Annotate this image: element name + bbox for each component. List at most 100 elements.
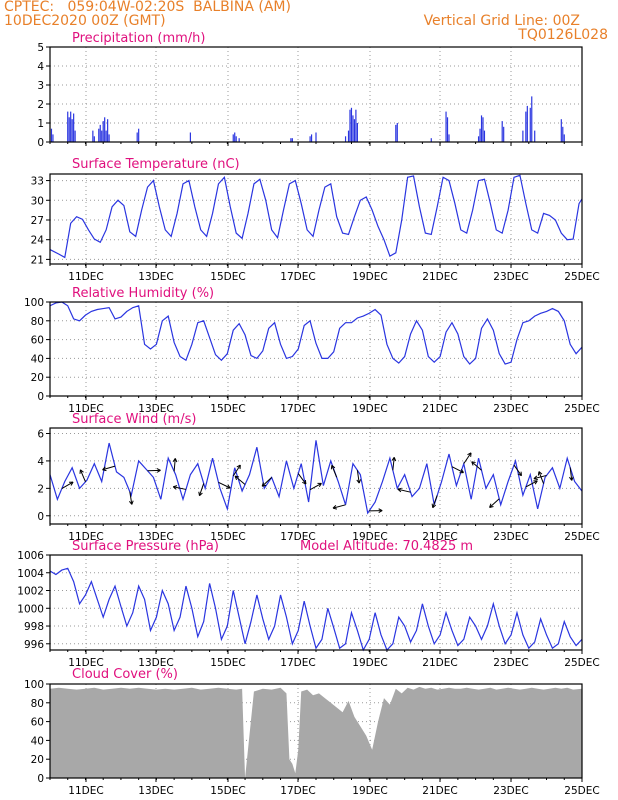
wind-arrow-head — [172, 458, 178, 463]
precip-bar — [67, 111, 69, 142]
wind-arrow-head — [102, 466, 107, 472]
precip-bar — [104, 117, 106, 142]
wind-arrow-head — [356, 479, 362, 484]
precip-bar — [531, 96, 533, 142]
panel-4: Surface Wind (m/s) 0 2 4 6 11DEC 13DEC 15DEC 17D… — [37, 412, 599, 543]
y-tick-label: 30 — [31, 195, 44, 207]
x-tick-label: 11DEC — [68, 657, 103, 669]
wind-arrow — [232, 464, 241, 477]
x-tick-label: 19DEC — [352, 657, 387, 669]
x-tick-label: 13DEC — [138, 531, 173, 543]
precip-bar — [395, 124, 397, 142]
wind-arrow — [451, 466, 464, 474]
wind-arrow-head — [302, 480, 307, 485]
x-tick-label: 19DEC — [352, 785, 387, 797]
x-tick-label: 11DEC — [68, 271, 103, 283]
wind-arrow — [525, 480, 538, 488]
wind-arrow-head — [537, 471, 543, 476]
y-tick-label: 27 — [31, 215, 44, 227]
precip-bar — [309, 136, 311, 142]
x-tick-label: 17DEC — [280, 403, 315, 415]
wind-arrow-head — [332, 505, 338, 510]
precip-bar — [74, 130, 76, 142]
wind-arrow — [102, 465, 116, 471]
precip-bar — [503, 126, 505, 142]
precip-bar — [350, 107, 353, 142]
x-tick-label: 13DEC — [138, 657, 173, 669]
wind-arrow — [513, 464, 522, 476]
precip-bar — [501, 121, 503, 142]
wind-arrow — [471, 461, 482, 471]
y-tick-label: 6 — [37, 428, 44, 440]
y-tick-label: 100 — [24, 679, 44, 691]
precip-bar — [138, 128, 140, 142]
precip-bar — [102, 121, 104, 142]
x-tick-label: 15DEC — [210, 271, 245, 283]
precip-bar — [232, 134, 234, 142]
x-tick-label: 13DEC — [138, 403, 173, 415]
y-tick-label: 20 — [31, 754, 44, 766]
x-tick-label: 17DEC — [280, 531, 315, 543]
wind-arrow-head — [330, 464, 336, 470]
wind-arrow-head — [234, 475, 240, 481]
wind-arrow — [397, 488, 411, 493]
y-tick-label: 33 — [31, 176, 44, 188]
wind-arrow — [173, 458, 176, 472]
precip-bar — [448, 134, 450, 142]
y-tick-label: 4 — [37, 456, 44, 468]
y-tick-label: 80 — [31, 316, 44, 328]
precip-bar — [522, 130, 524, 142]
precip-bar — [483, 130, 486, 142]
precip-bar — [310, 134, 313, 142]
precip-bar — [446, 117, 449, 142]
panel-title: Surface Pressure (hPa) — [72, 539, 219, 554]
wind-arrow — [234, 475, 246, 485]
panel-title: Cloud Cover (%) — [72, 667, 178, 682]
panel-6: Cloud Cover (%) 0 20 40 60 80 100 11DEC 13DEC 15D… — [24, 667, 600, 797]
precip-bar — [136, 132, 138, 142]
wind-arrow-head — [431, 503, 437, 509]
header-left-line2: 10DEC2020 00Z (GMT) — [4, 13, 166, 29]
precip-bar — [480, 115, 483, 142]
series-line — [49, 174, 583, 259]
series-line — [49, 301, 583, 365]
wind-arrow-head — [236, 464, 241, 470]
wind-arrow-head — [198, 491, 203, 497]
x-tick-label: 21DEC — [422, 657, 457, 669]
precip-bar — [73, 113, 75, 142]
y-tick-label: 60 — [31, 335, 44, 347]
y-tick-label: 0 — [37, 773, 44, 785]
wind-arrow — [129, 491, 133, 505]
wind-arrow-head — [533, 475, 538, 481]
x-tick-label: 21DEC — [422, 403, 457, 415]
x-tick-label: 19DEC — [352, 531, 387, 543]
x-tick-label: 13DEC — [138, 785, 173, 797]
wind-arrow-head — [128, 500, 134, 505]
x-tick-label: 21DEC — [422, 271, 457, 283]
x-tick-label: 15DEC — [210, 531, 245, 543]
y-tick-label: 21 — [31, 254, 44, 266]
panel-frame — [49, 427, 583, 525]
x-tick-label: 21DEC — [422, 785, 457, 797]
wind-arrow-head — [391, 457, 397, 462]
wind-arrow-head — [172, 485, 178, 490]
wind-arrow-head — [79, 469, 84, 474]
x-tick-label: 19DEC — [352, 403, 387, 415]
precip-bar — [98, 128, 100, 142]
wind-arrow — [331, 465, 338, 478]
precip-bar — [560, 119, 562, 142]
wind-arrow-head — [397, 487, 402, 493]
precip-bar — [563, 134, 565, 142]
precip-bar — [71, 119, 73, 142]
y-tick-label: 996 — [24, 639, 44, 651]
wind-arrow — [61, 481, 74, 490]
header-right-line2: TQ0126L028 — [518, 27, 608, 43]
wind-arrow — [261, 477, 273, 487]
x-tick-label: 23DEC — [493, 403, 528, 415]
wind-arrow-head — [533, 480, 538, 485]
precip-bar — [189, 132, 191, 142]
y-tick-label: 0 — [37, 511, 44, 523]
panel-title: Surface Temperature (nC) — [72, 157, 240, 172]
y-tick-label: 0 — [37, 137, 44, 149]
precip-bar — [105, 130, 107, 142]
